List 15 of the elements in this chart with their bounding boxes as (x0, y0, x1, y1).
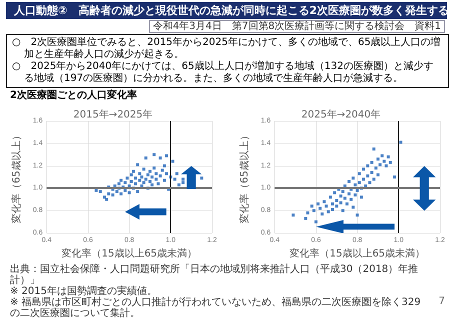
text: ※ 2015年は国勢調査の実績値。 (10, 286, 158, 297)
chart-title: 2015年→2025年 (73, 108, 153, 120)
text: 2次医療圏ごとの人口変化率 (10, 90, 137, 102)
chart-title: 2025年→2040年 (301, 108, 381, 120)
text: ○ 2025年から2040年にかけては、65歳以上人口が増加する地域（132の医療圏）と減少する地域（197の医療圏）に分かれる。また、多くの地域で生産年齢人口が急減する。 (12, 61, 434, 85)
text: 人口動態② 高齢者の減少と現役世代の急減が同時に起こる2次医療圏が数多く発生する (6, 2, 449, 19)
y-axis-title: 変化率（65歳以上） (10, 130, 22, 224)
source-note: 出典：国立社会保障・人口問題研究所「日本の地域別将来推計人口（平成30（2018）年推計）」 (10, 264, 420, 286)
text: ※ 福島県は市区町村ごとの人口推計が行われていないため、福島県の二次医療圏を除く329の二次医療圏について集計。 (10, 297, 422, 319)
x-axis-title: 変化率（15歳以上65歳未満） (290, 248, 426, 260)
text: ○ 2次医療圏単位でみると、2015年から2025年にかけて、多くの地域で、65歳以上人口の増加と生産年齢人口の減少が起きる。 (12, 37, 442, 60)
y-axis-title: 変化率（65歳以上） (238, 130, 250, 224)
text: 7 (438, 296, 445, 307)
x-axis-title: 変化率（15歳以上65歳未満） (62, 248, 198, 260)
text: 令和4年3月4日 第7回第8次医療計画等に関する検討会 資料1 (148, 20, 445, 33)
